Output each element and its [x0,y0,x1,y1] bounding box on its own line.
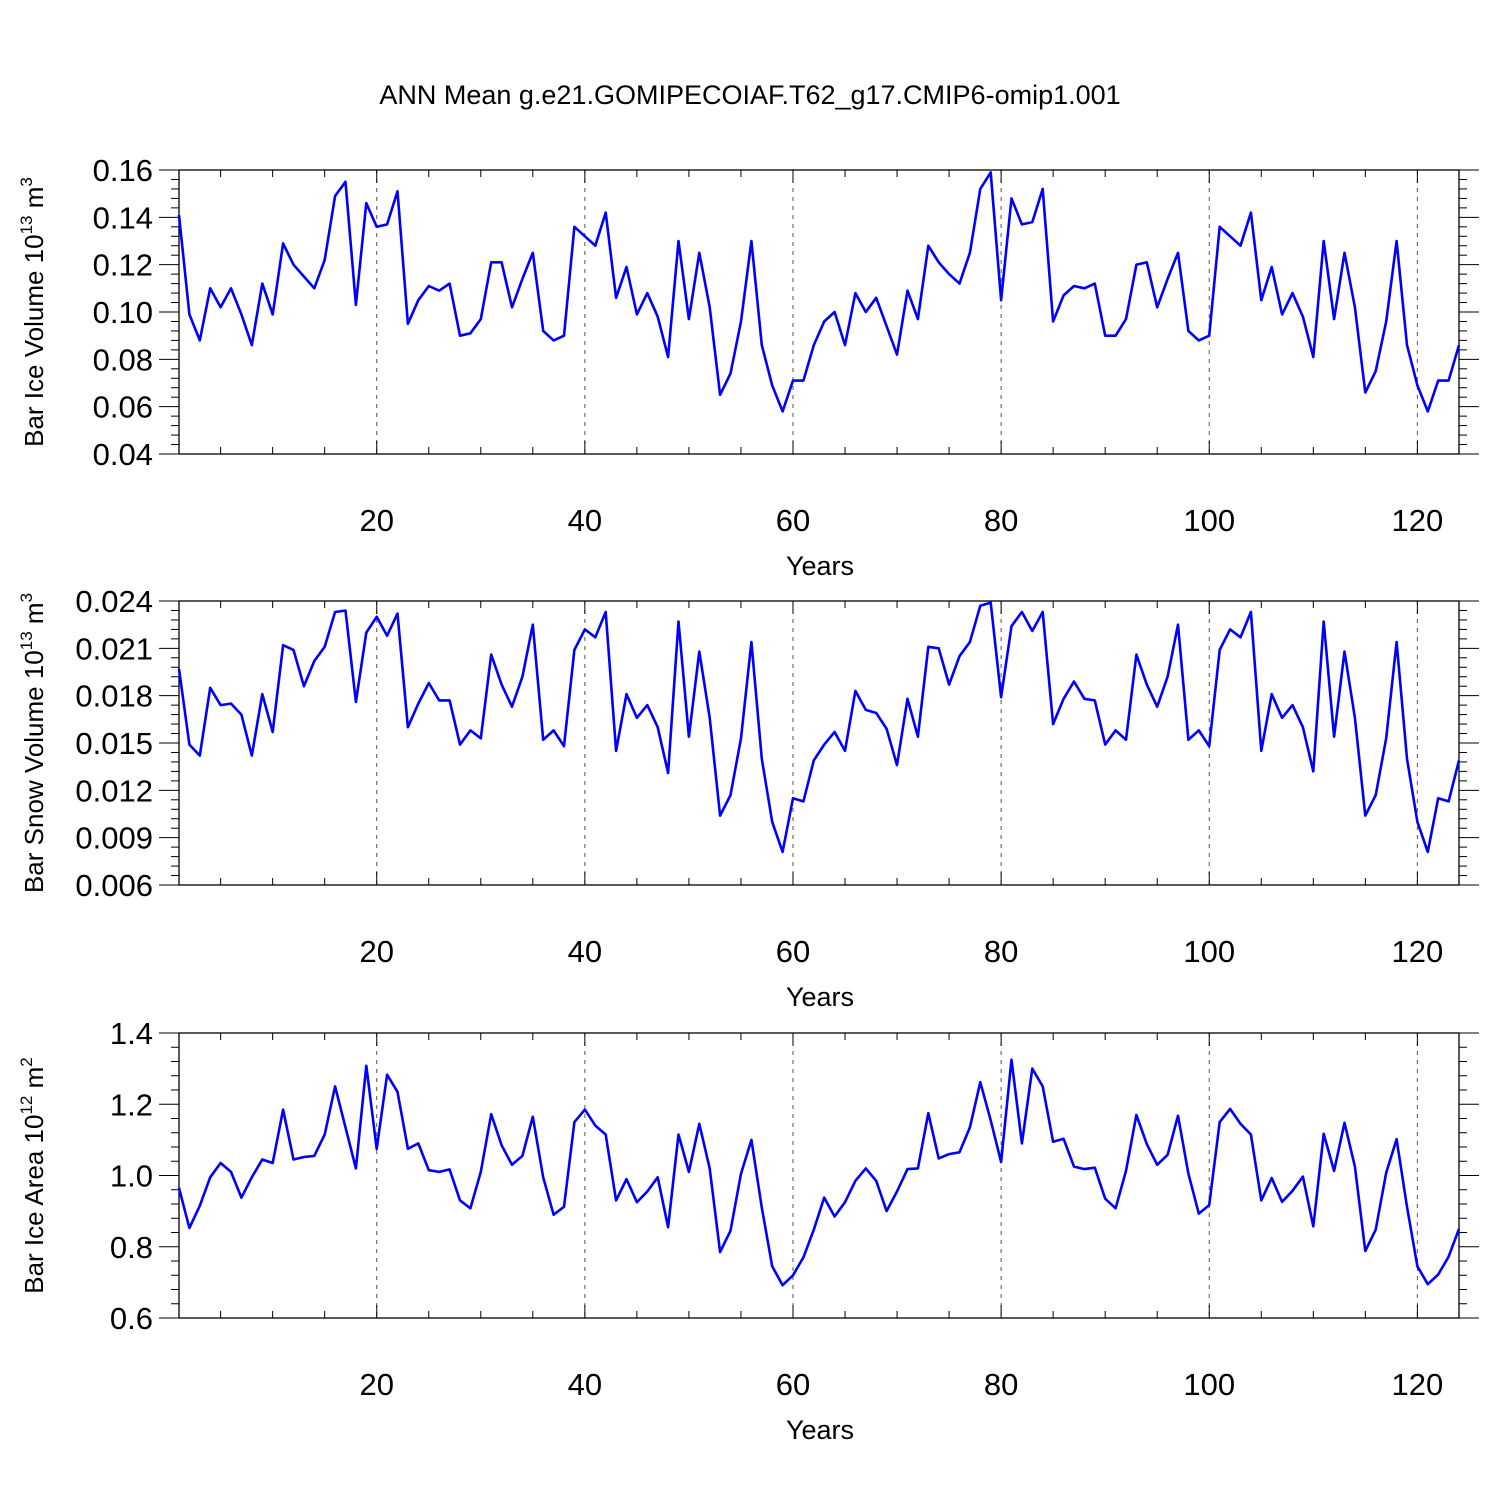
x-tick-label: 80 [984,1367,1018,1402]
x-axis-label: Years [786,1415,854,1445]
x-tick-label: 120 [1392,503,1444,538]
x-tick-label: 60 [776,503,810,538]
series-line [177,601,1461,854]
y-tick-label: 0.8 [110,1230,153,1265]
y-tick-label: 0.021 [75,631,153,666]
y-tick-label: 0.08 [93,342,153,377]
series-line [177,1058,1461,1287]
y-tick-label: 0.024 [75,584,153,619]
plot-frame [178,600,1460,886]
y-tick-label: 1.4 [110,1016,153,1051]
x-tick-label: 120 [1392,1367,1444,1402]
x-tick-label: 60 [776,934,810,969]
x-tick-label: 20 [359,503,393,538]
x-axis-label: Years [786,982,854,1012]
x-tick-label: 20 [359,934,393,969]
y-tick-label: 0.6 [110,1301,153,1336]
panel-bar-ice-volume: 0.04 0.06 0.08 0.10 0.12 0.14 0.16 20 40 60 80 100 1… [17,153,1479,581]
x-tick-label: 60 [776,1367,810,1402]
y-tick-label: 1.2 [110,1087,153,1122]
y-tick-label: 0.06 [93,390,153,425]
y-tick-label: 0.10 [93,295,153,330]
y-tick-label: 0.14 [93,200,153,235]
chart-title: ANN Mean g.e21.GOMIPECOIAF.T62_g17.CMIP6… [379,80,1121,110]
x-axis-label: Years [786,551,854,581]
y-tick-label: 0.12 [93,248,153,283]
x-tick-label: 100 [1183,1367,1235,1402]
x-tick-label: 40 [568,1367,602,1402]
panel-bar-snow-volume: 0.006 0.009 0.012 0.015 0.018 0.021 0.024 20 40 6… [17,584,1479,1012]
x-tick-label: 80 [984,503,1018,538]
y-tick-label: 0.012 [75,773,153,808]
y-axis-label: Bar Snow Volume 1013 m3 [17,593,49,893]
y-tick-label: 0.006 [75,868,153,903]
y-tick-label: 0.018 [75,679,153,714]
series-line [177,171,1461,413]
y-tick-label: 0.04 [93,437,153,472]
y-tick-label: 0.015 [75,726,153,761]
x-tick-label: 40 [568,503,602,538]
y-axis-label: Bar Ice Area 1012 m2 [17,1057,49,1294]
x-tick-label: 80 [984,934,1018,969]
x-tick-label: 40 [568,934,602,969]
x-tick-label: 100 [1183,934,1235,969]
x-tick-label: 20 [359,1367,393,1402]
x-tick-label: 120 [1392,934,1444,969]
panel-bar-ice-area: 0.6 0.8 1.0 1.2 1.4 20 40 60 80 100 120 Years Bar Ic… [17,1016,1479,1445]
y-tick-label: 0.16 [93,153,153,188]
y-tick-label: 1.0 [110,1159,153,1194]
plot-frame [178,1032,1460,1319]
y-tick-label: 0.009 [75,821,153,856]
x-tick-label: 100 [1183,503,1235,538]
y-axis-label: Bar Ice Volume 1013 m3 [17,177,49,447]
